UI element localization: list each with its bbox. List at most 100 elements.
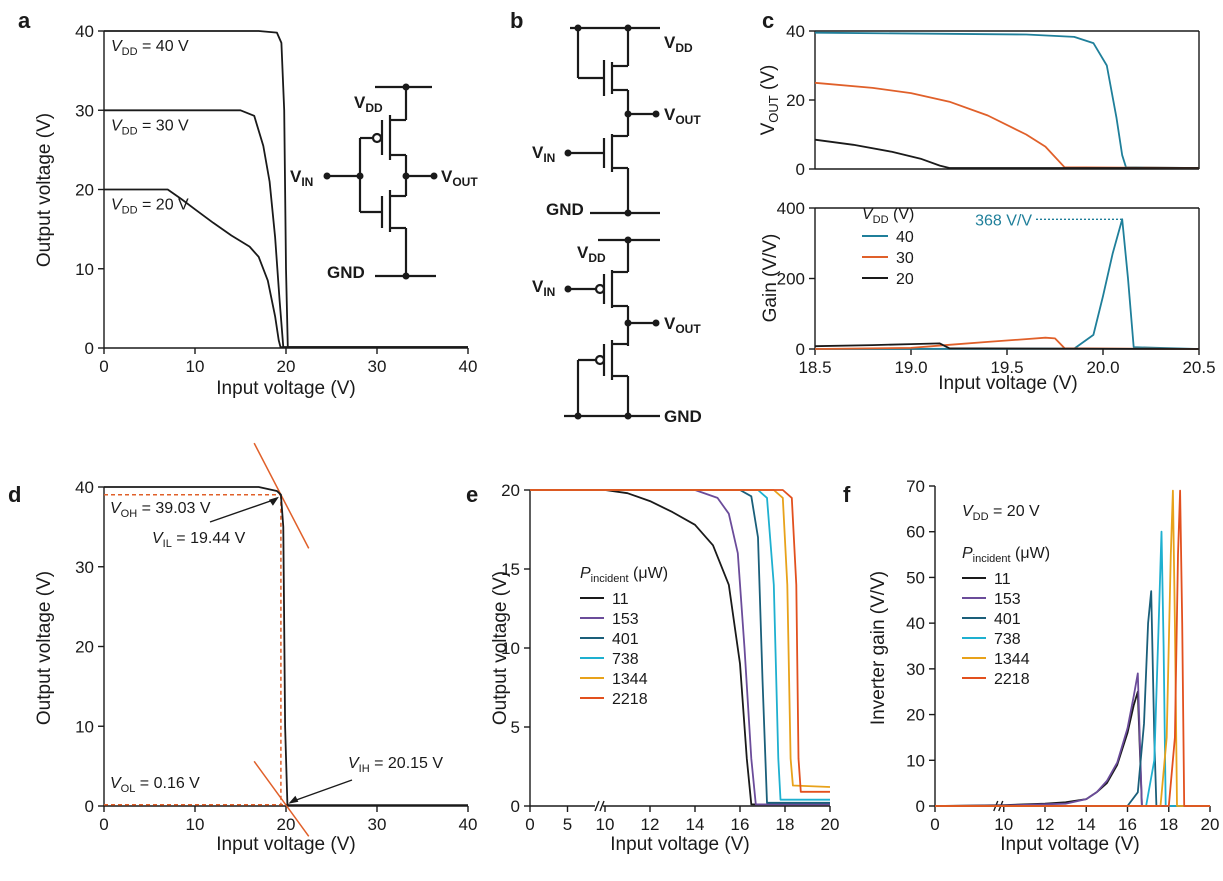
chart-c-bottom-y-tick-label: 0 <box>796 340 805 359</box>
chart-c-bottom-x-tick-label: 19.0 <box>894 358 927 377</box>
chart-c-top-y-tick-label: 20 <box>786 91 805 110</box>
chart-f-y-tick-label: 40 <box>906 614 925 633</box>
chart-f-series-line-0 <box>934 690 1210 807</box>
chart-f-x-tick-label: 18 <box>1159 815 1178 834</box>
chart-f-x-tick-label: 14 <box>1077 815 1096 834</box>
chart-e-x-tick-label: 16 <box>731 815 750 834</box>
chart-c-legend-title: VDD (V) <box>862 206 914 226</box>
chart-e-legend-label-5: 2218 <box>612 691 648 708</box>
circuit-inverter-dots <box>323 83 438 280</box>
chart-d-y-tick-label: 30 <box>75 558 94 577</box>
chart-e-y-tick-label: 10 <box>501 639 520 658</box>
chart-e-y-tick-label: 15 <box>501 560 520 579</box>
chart-c-bottom-x-tick-label: 19.5 <box>990 358 1023 377</box>
chart-c-bottom-x-tick-label: 18.5 <box>798 358 831 377</box>
chart-e-axis-break-mask <box>595 802 603 810</box>
label-gnd-a: GND <box>327 263 365 282</box>
chart-a-ylabel: Output voltage (V) <box>34 113 55 267</box>
chart-c-legend-label-2: 20 <box>896 271 914 288</box>
chart-c-bottom-x-tick-label: 20.0 <box>1086 358 1119 377</box>
chart-f-legend-label-4: 1344 <box>994 651 1030 668</box>
chart-a-y-tick-label: 0 <box>85 339 94 358</box>
chart-e-series-line-5 <box>530 489 830 793</box>
chart-d-annotation-vih: VIH = 20.15 V <box>348 755 443 775</box>
chart-d-annotation-voh: VOH = 39.03 V <box>110 500 211 520</box>
chart-e-axis-break-mark-1 <box>594 800 600 812</box>
label-gnd-b1: GND <box>546 200 584 219</box>
chart-d-tangent-low <box>253 760 310 837</box>
chart-c-bottom-y-tick-label: 400 <box>777 199 805 218</box>
panel-label-f: f <box>843 482 851 507</box>
chart-d-x-tick-label: 0 <box>99 815 108 834</box>
chart-f-series-line-1 <box>934 672 1210 807</box>
chart-d-arrowhead-vil <box>268 496 279 506</box>
chart-f-y-tick-label: 60 <box>906 523 925 542</box>
chart-a-annotation-2: VDD = 20 V <box>111 197 189 217</box>
chart-a-x-tick-label: 30 <box>368 357 387 376</box>
chart-f-y-tick-label: 0 <box>916 797 925 816</box>
chart-e-y-tick-label: 5 <box>511 718 520 737</box>
chart-a-series-line-2 <box>104 188 468 349</box>
chart-f-legend-label-1: 153 <box>994 591 1021 608</box>
chart-a-x-tick-label: 0 <box>99 357 108 376</box>
chart-a-series-line-1 <box>104 109 468 349</box>
chart-a-x-tick-label: 20 <box>277 357 296 376</box>
chart-e-series-line-0 <box>530 489 830 806</box>
chart-a-annotation-1: VDD = 30 V <box>111 117 189 137</box>
chart-c-top-y-tick-label: 40 <box>786 22 805 41</box>
circuit-pmos-dots <box>564 236 660 420</box>
chart-c-peak-label: 368 V/V <box>975 212 1032 229</box>
chart-a-y-tick-label: 10 <box>75 260 94 279</box>
chart-c-bottom-series-line-2 <box>814 342 1200 350</box>
chart-c-legend-label-1: 30 <box>896 250 914 267</box>
chart-c-bottom-ylabel: Gain (V/V) <box>760 234 781 323</box>
chart-f-x-tick-label: 20 <box>1201 815 1220 834</box>
chart-a-series-line-0 <box>104 30 468 349</box>
chart-c-top-series-line-0 <box>814 31 1200 169</box>
chart-a-annotation-0: VDD = 40 V <box>111 38 189 58</box>
label-vin-a: VIN <box>290 167 313 189</box>
chart-a-x-tick-label: 10 <box>186 357 205 376</box>
chart-d-y-tick-label: 40 <box>75 478 94 497</box>
chart-c-bottom-y-tick-label: 200 <box>777 270 805 289</box>
chart-e-x-tick-label: 20 <box>821 815 840 834</box>
label-vdd-b1: VDD <box>664 33 693 55</box>
chart-f-y-tick-label: 50 <box>906 568 925 587</box>
chart-f-y-tick-label: 20 <box>906 706 925 725</box>
chart-a-y-tick-label: 30 <box>75 101 94 120</box>
label-vdd-b2: VDD <box>577 243 606 265</box>
chart-d-xlabel: Input voltage (V) <box>216 834 355 855</box>
circuit-inverter-inset <box>327 85 436 278</box>
chart-f-x-tick-label: 12 <box>1036 815 1055 834</box>
chart-e-legend-label-2: 401 <box>612 631 639 648</box>
chart-f-legend-label-5: 2218 <box>994 671 1030 688</box>
chart-f-y-tick-label: 30 <box>906 660 925 679</box>
label-vout-b2: VOUT <box>664 314 701 336</box>
label-gnd-b2: GND <box>664 407 702 426</box>
chart-e-y-tick-label: 0 <box>511 797 520 816</box>
chart-d-y-tick-label: 10 <box>75 717 94 736</box>
chart-c-top-y-tick-label: 0 <box>796 160 805 179</box>
chart-d-x-tick-label: 20 <box>277 815 296 834</box>
chart-a-y-tick-label: 20 <box>75 181 94 200</box>
chart-d-annotation-vol: VOL = 0.16 V <box>110 775 200 795</box>
chart-e-series-line-4 <box>530 489 831 788</box>
chart-c-bottom-xlabel: Input voltage (V) <box>938 373 1077 394</box>
chart-d-series-line-0 <box>104 486 468 807</box>
chart-d-annotation-vil: VIL = 19.44 V <box>152 530 246 550</box>
chart-f-y-tick-label: 10 <box>906 751 925 770</box>
label-vout-b1: VOUT <box>664 105 701 127</box>
chart-c-top-ylabel: VOUT (V) <box>758 65 781 136</box>
chart-e-legend-label-0: 11 <box>612 591 629 608</box>
chart-e-axis-break-mark-2 <box>599 800 605 812</box>
chart-f-legend-label-2: 401 <box>994 611 1021 628</box>
chart-e-legend-label-3: 738 <box>612 651 639 668</box>
chart-f-legend-title: Pincident (μW) <box>962 545 1050 565</box>
chart-e-x-tick-label: 14 <box>686 815 705 834</box>
chart-e-x-tick-label: 10 <box>596 815 615 834</box>
chart-e-legend-title: Pincident (μW) <box>580 565 668 585</box>
chart-f-x-tick-label: 16 <box>1118 815 1137 834</box>
panel-label-a: a <box>18 8 31 33</box>
